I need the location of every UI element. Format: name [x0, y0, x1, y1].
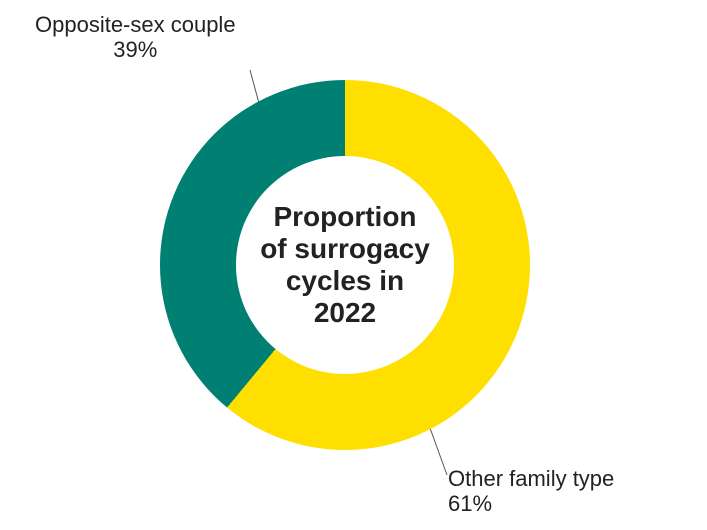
- callout-opposite-sex-couple: Opposite-sex couple 39%: [35, 12, 236, 63]
- donut-chart: Proportionof surrogacycycles in2022: [160, 80, 530, 450]
- callout-percent: 39%: [35, 37, 236, 62]
- callout-percent: 61%: [448, 491, 614, 516]
- callout-label: Other family type: [448, 466, 614, 491]
- callout-label: Opposite-sex couple: [35, 12, 236, 37]
- chart-stage: Proportionof surrogacycycles in2022 Oppo…: [0, 0, 707, 530]
- center-title: Proportionof surrogacycycles in2022: [260, 201, 430, 330]
- donut-hole: Proportionof surrogacycycles in2022: [236, 156, 454, 374]
- callout-other-family-type: Other family type 61%: [448, 466, 614, 517]
- donut-ring: Proportionof surrogacycycles in2022: [160, 80, 530, 450]
